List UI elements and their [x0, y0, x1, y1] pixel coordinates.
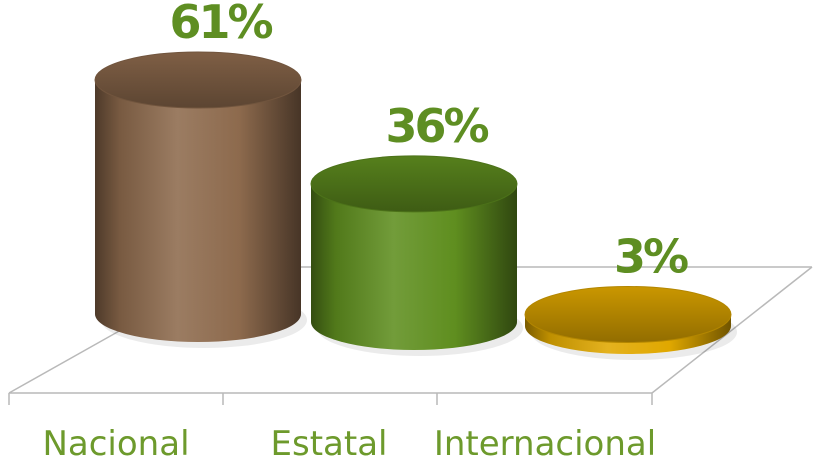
bar: [310, 155, 523, 356]
bar-top: [524, 285, 732, 343]
bar-top: [310, 155, 518, 213]
category-label: Internacional: [434, 424, 656, 462]
category-labels: Nacional Estatal Internacional: [42, 424, 656, 464]
bar-top: [94, 51, 302, 109]
category-label: Nacional: [42, 424, 189, 462]
category-label: Estatal: [271, 424, 388, 462]
data-label: 3%: [614, 229, 688, 283]
data-label: 36%: [385, 99, 488, 153]
floor-right-edge: [651, 266, 813, 394]
x-axis-ticks: [8, 393, 653, 405]
data-labels: 61% 36% 3%: [169, 0, 691, 283]
bar-series: [94, 51, 737, 360]
bar-body: [95, 80, 301, 314]
data-label: 61%: [169, 0, 272, 49]
bar: [94, 51, 307, 348]
bar: [524, 285, 737, 360]
